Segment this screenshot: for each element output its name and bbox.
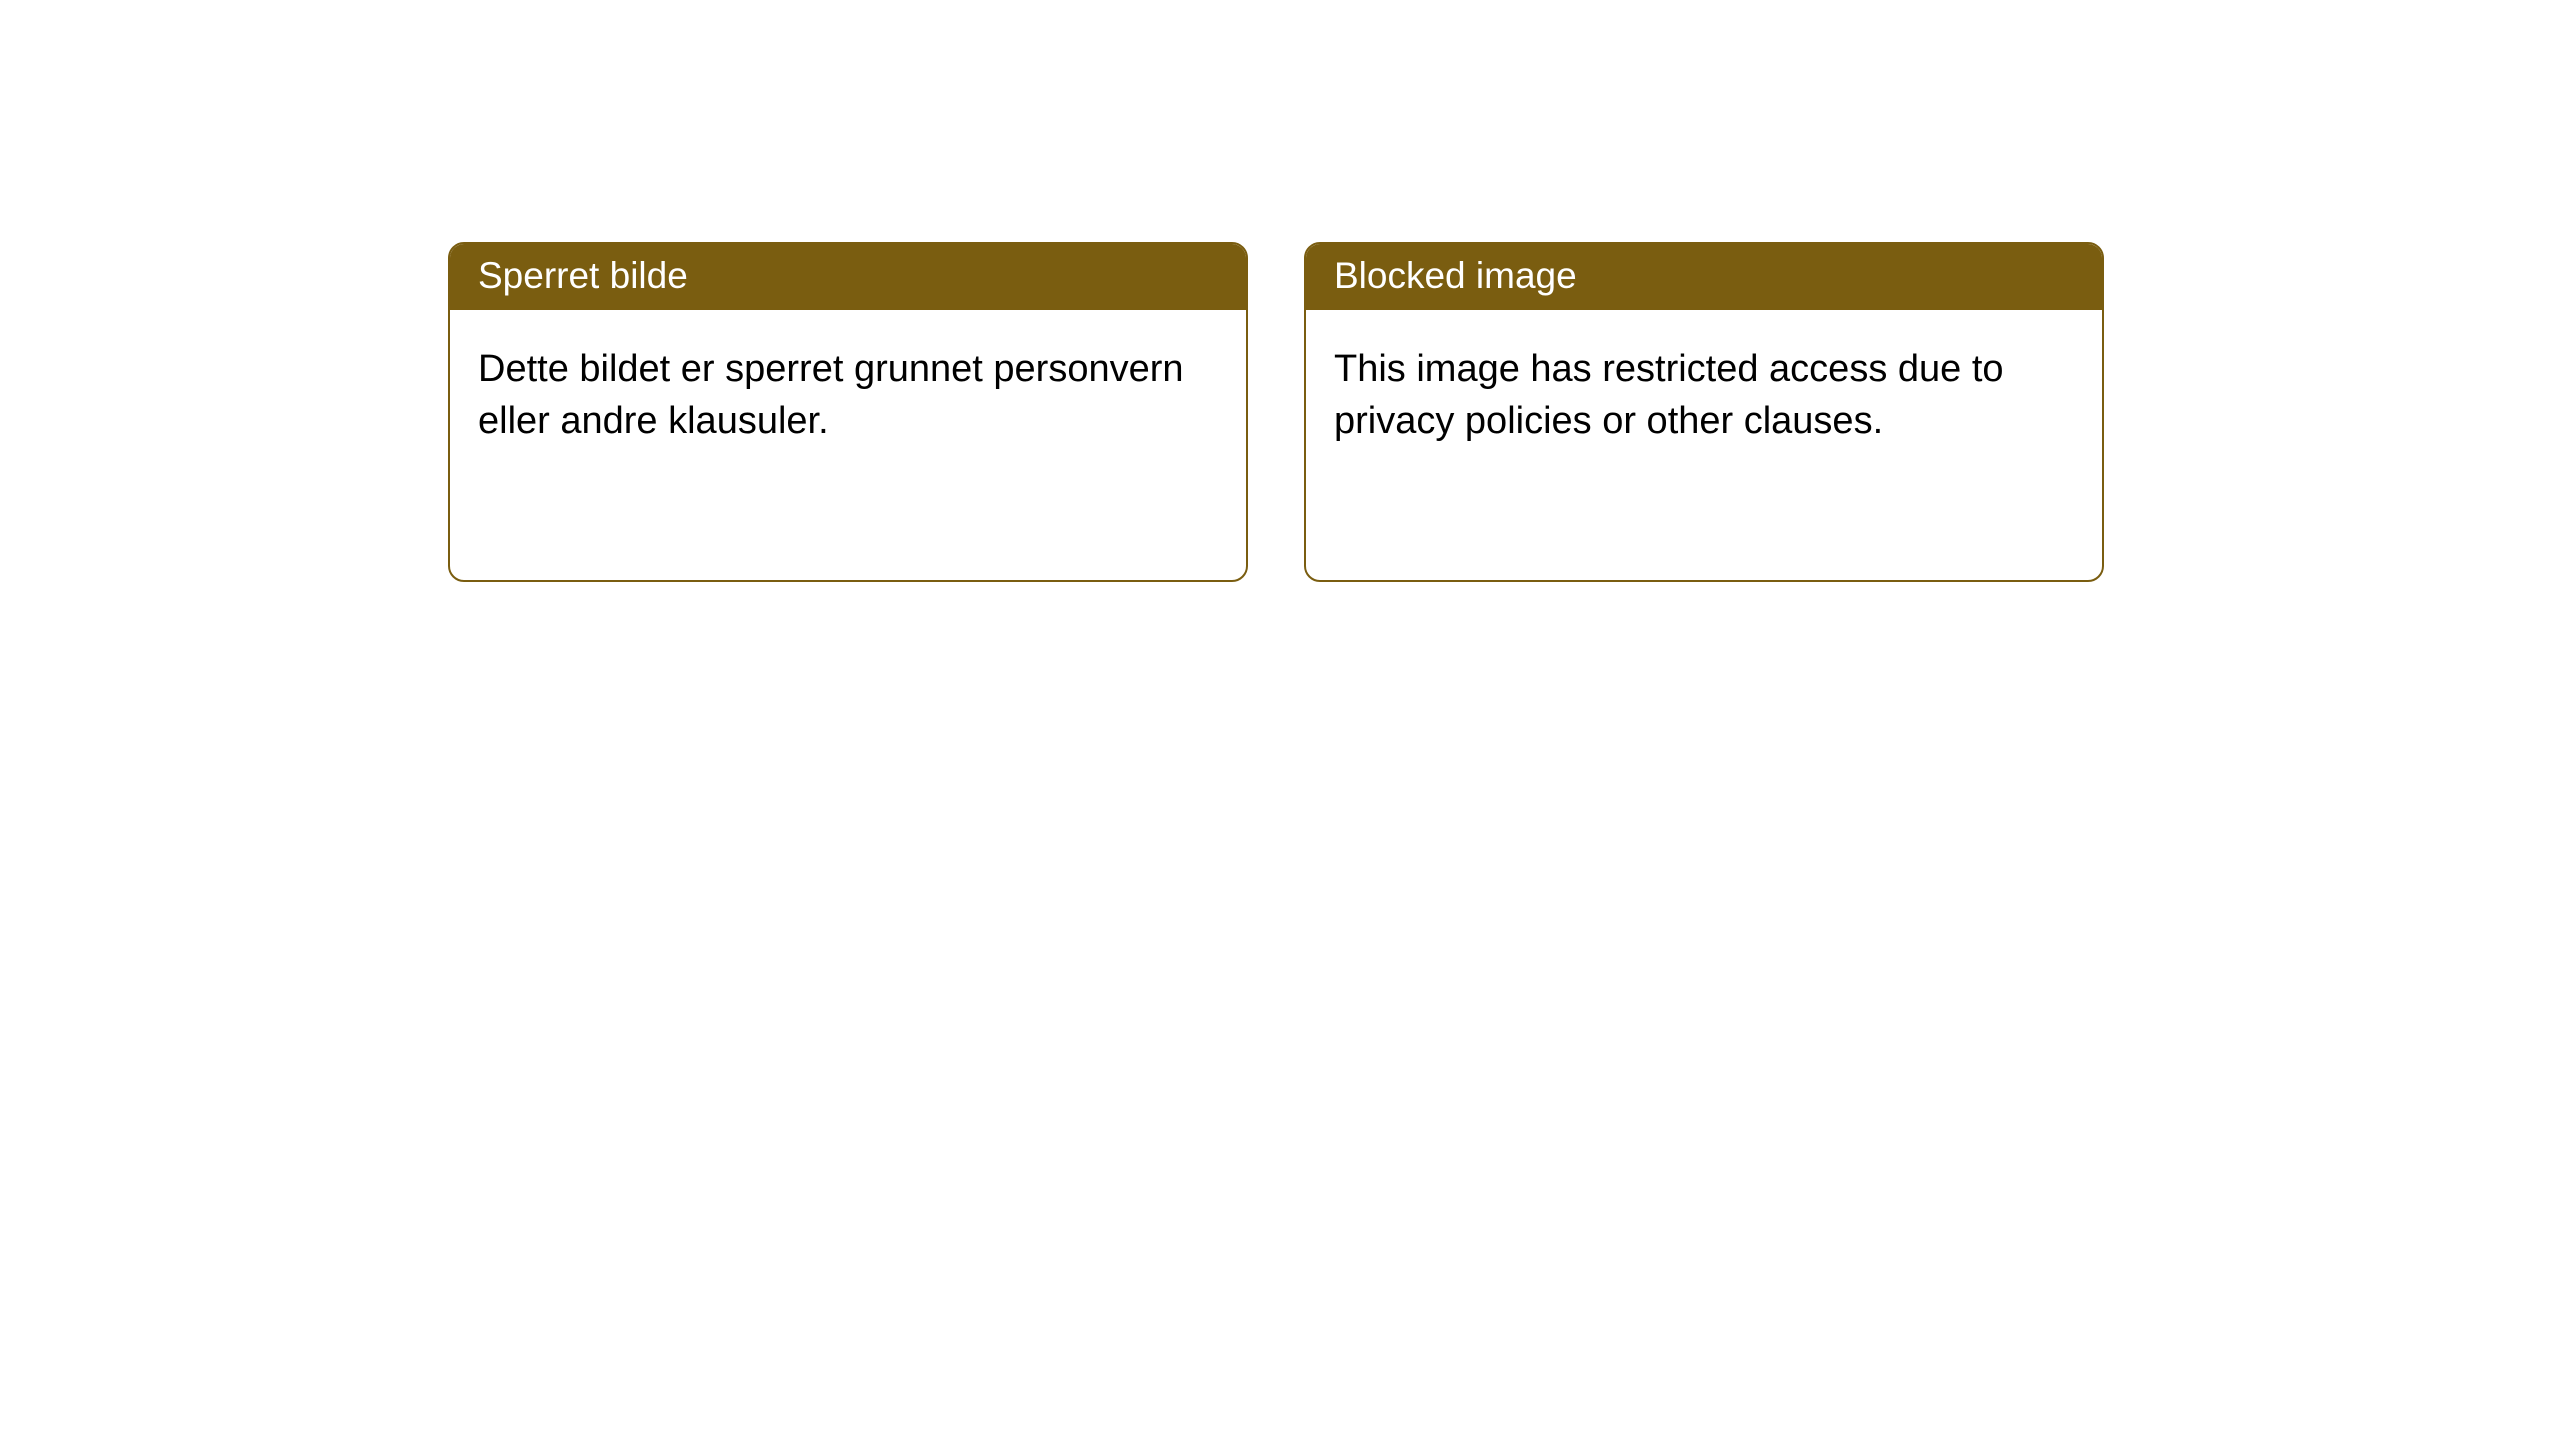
notice-card-norwegian: Sperret bilde Dette bildet er sperret gr… (448, 242, 1248, 582)
notice-container: Sperret bilde Dette bildet er sperret gr… (448, 242, 2104, 582)
notice-header-norwegian: Sperret bilde (450, 244, 1246, 310)
notice-body-norwegian: Dette bildet er sperret grunnet personve… (450, 310, 1246, 580)
notice-card-english: Blocked image This image has restricted … (1304, 242, 2104, 582)
notice-header-english: Blocked image (1306, 244, 2102, 310)
notice-body-english: This image has restricted access due to … (1306, 310, 2102, 580)
